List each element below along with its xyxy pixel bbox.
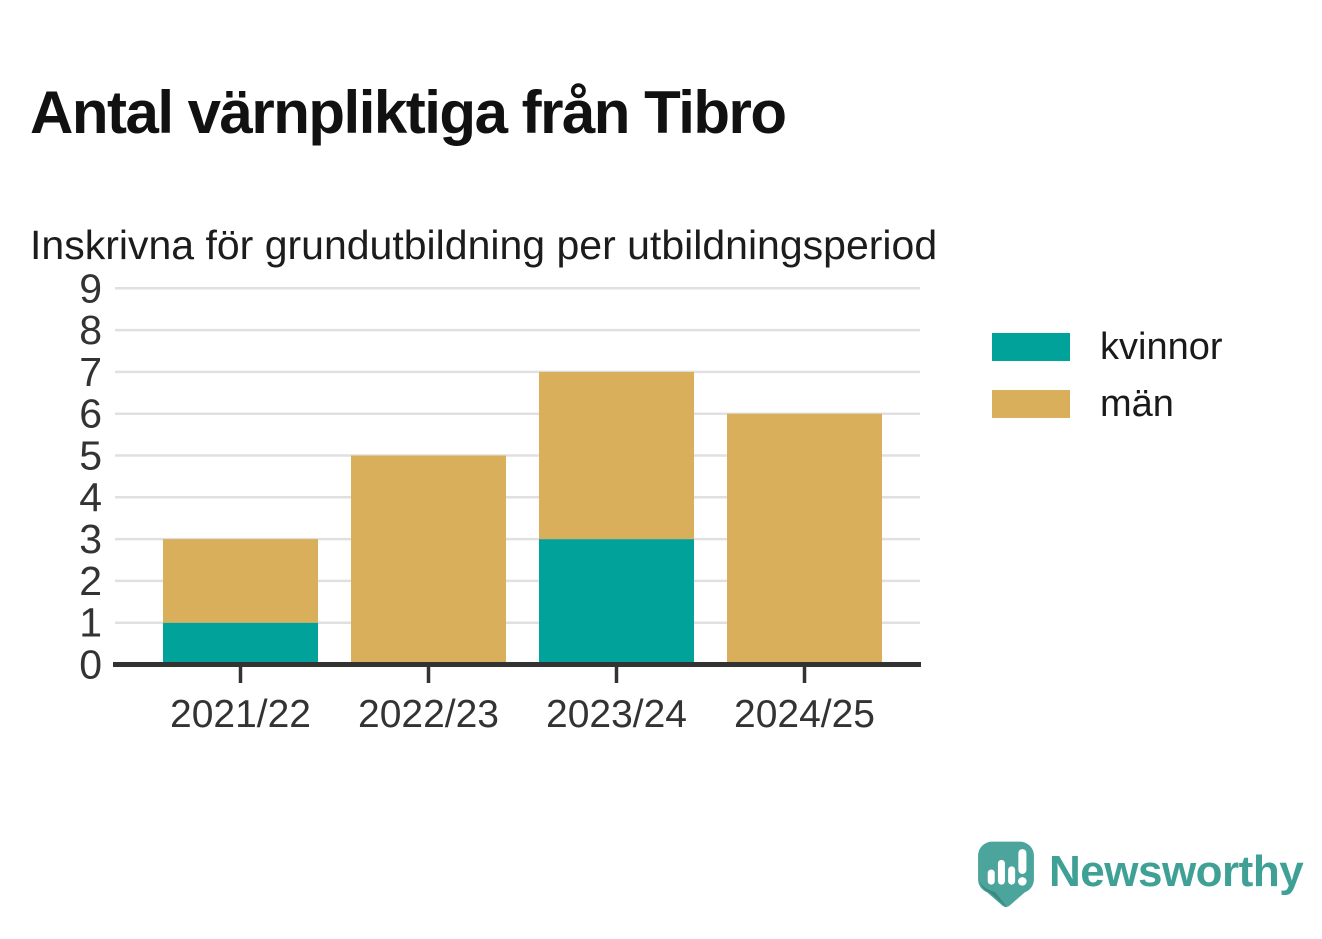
legend-label-man: män <box>1100 383 1174 425</box>
y-tick-label: 5 <box>79 433 102 479</box>
y-tick-label: 1 <box>79 600 102 646</box>
y-tick-label: 6 <box>79 391 102 437</box>
legend-item-man: män <box>992 385 1223 423</box>
x-tick-label: 2024/25 <box>734 693 875 736</box>
y-tick-label: 2 <box>79 558 102 604</box>
y-tick-label: 4 <box>79 474 102 520</box>
chart-subtitle: Inskrivna för grundutbildning per utbild… <box>30 222 938 269</box>
y-tick-label: 9 <box>79 265 102 311</box>
newsworthy-bubble-icon <box>978 841 1034 908</box>
chart-title: Antal värnpliktiga från Tibro <box>30 79 787 147</box>
y-tick-label: 8 <box>79 307 102 353</box>
legend: kvinnor män <box>992 328 1223 423</box>
legend-swatch-kvinnor <box>992 333 1070 361</box>
bar-segment-mn <box>539 371 694 540</box>
legend-item-kvinnor: kvinnor <box>992 328 1223 366</box>
y-tick-label: 3 <box>79 516 102 562</box>
bar-segment-mn <box>163 539 318 623</box>
x-tick-label: 2021/22 <box>170 693 311 736</box>
bar-segment-kvinnor <box>539 539 694 665</box>
x-tick-label: 2022/23 <box>358 693 499 736</box>
legend-swatch-man <box>992 390 1070 418</box>
x-tick-label: 2023/24 <box>546 693 687 736</box>
bar-segment-kvinnor <box>163 622 318 665</box>
newsworthy-wordmark: Newsworthy <box>1049 847 1304 896</box>
legend-label-kvinnor: kvinnor <box>1100 326 1223 368</box>
y-tick-label: 7 <box>79 349 102 395</box>
newsworthy-logo: Newsworthy <box>977 840 1304 912</box>
bar-segment-mn <box>351 455 506 665</box>
y-tick-label: 0 <box>79 642 102 688</box>
bar-segment-mn <box>727 413 882 665</box>
